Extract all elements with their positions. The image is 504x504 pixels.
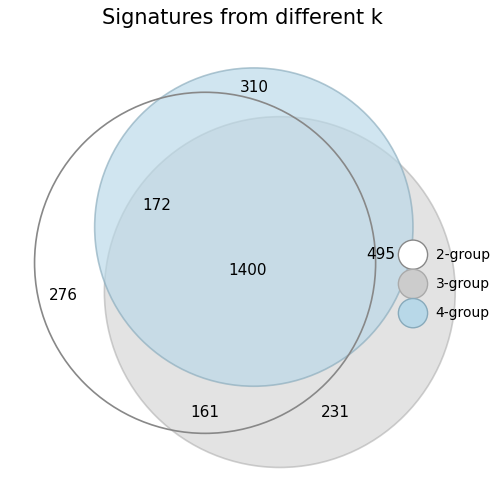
Text: 276: 276 bbox=[49, 288, 78, 303]
Circle shape bbox=[398, 298, 427, 328]
Circle shape bbox=[398, 240, 427, 269]
Text: 1400: 1400 bbox=[228, 264, 267, 278]
Text: 310: 310 bbox=[239, 80, 268, 95]
Title: Signatures from different k: Signatures from different k bbox=[102, 9, 383, 28]
Text: 495: 495 bbox=[366, 247, 395, 262]
Circle shape bbox=[398, 269, 427, 298]
Text: 161: 161 bbox=[191, 405, 220, 420]
Circle shape bbox=[95, 68, 413, 386]
Text: 231: 231 bbox=[321, 405, 350, 420]
Text: 4-group: 4-group bbox=[436, 306, 490, 320]
Text: 2-group: 2-group bbox=[436, 247, 490, 262]
Text: 172: 172 bbox=[142, 199, 171, 214]
Circle shape bbox=[104, 116, 455, 468]
Text: 3-group: 3-group bbox=[436, 277, 490, 291]
